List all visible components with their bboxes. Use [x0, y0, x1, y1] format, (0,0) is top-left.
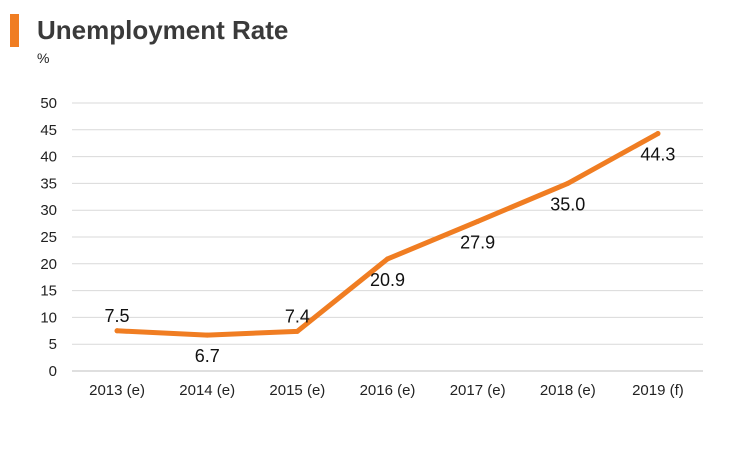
- chart-title: Unemployment Rate: [37, 15, 289, 45]
- data-point: [655, 131, 661, 137]
- x-tick-label: 2017 (e): [450, 382, 506, 399]
- y-tick-label: 15: [40, 283, 57, 300]
- data-point: [475, 218, 481, 224]
- data-labels: 7.5 6.7 7.4 20.9 27.9 35.0 44.3: [105, 145, 676, 367]
- series-line: [114, 131, 661, 338]
- y-tick-label: 40: [40, 149, 57, 166]
- y-tick-label: 50: [40, 95, 57, 112]
- x-tick-label: 2018 (e): [540, 382, 596, 399]
- x-tick-label: 2013 (e): [89, 382, 145, 399]
- y-tick-label: 10: [40, 309, 57, 326]
- data-label: 7.5: [105, 306, 130, 326]
- x-tick-label: 2014 (e): [179, 382, 235, 399]
- data-label: 7.4: [285, 306, 310, 326]
- y-tick-label: 25: [40, 229, 57, 246]
- data-point: [204, 332, 210, 338]
- data-point: [565, 180, 571, 186]
- y-tick-label: 20: [40, 256, 57, 273]
- x-axis-ticks: 2013 (e) 2014 (e) 2015 (e) 2016 (e) 2017 (e)…: [89, 382, 684, 399]
- data-label: 35.0: [550, 194, 585, 214]
- x-tick-label: 2019 (f): [632, 382, 684, 399]
- y-tick-label: 45: [40, 122, 57, 139]
- data-point: [294, 328, 300, 334]
- gridlines: [72, 102, 703, 372]
- x-tick-label: 2016 (e): [360, 382, 416, 399]
- y-tick-label: 30: [40, 202, 57, 219]
- y-axis-unit-label: %: [37, 50, 50, 66]
- data-label: 20.9: [370, 270, 405, 290]
- data-point: [385, 256, 390, 262]
- y-tick-label: 5: [49, 336, 57, 353]
- data-label: 44.3: [640, 145, 675, 165]
- y-tick-label: 0: [49, 363, 57, 380]
- data-label: 27.9: [460, 232, 495, 252]
- y-tick-label: 35: [40, 175, 57, 192]
- series-group: [114, 131, 661, 338]
- title-accent-bar: [10, 14, 19, 47]
- data-label: 6.7: [195, 346, 220, 366]
- x-tick-label: 2015 (e): [269, 382, 325, 399]
- data-point: [114, 328, 120, 334]
- y-axis-ticks: 0 5 10 15 20 25 30 35 40 45 50: [40, 95, 57, 380]
